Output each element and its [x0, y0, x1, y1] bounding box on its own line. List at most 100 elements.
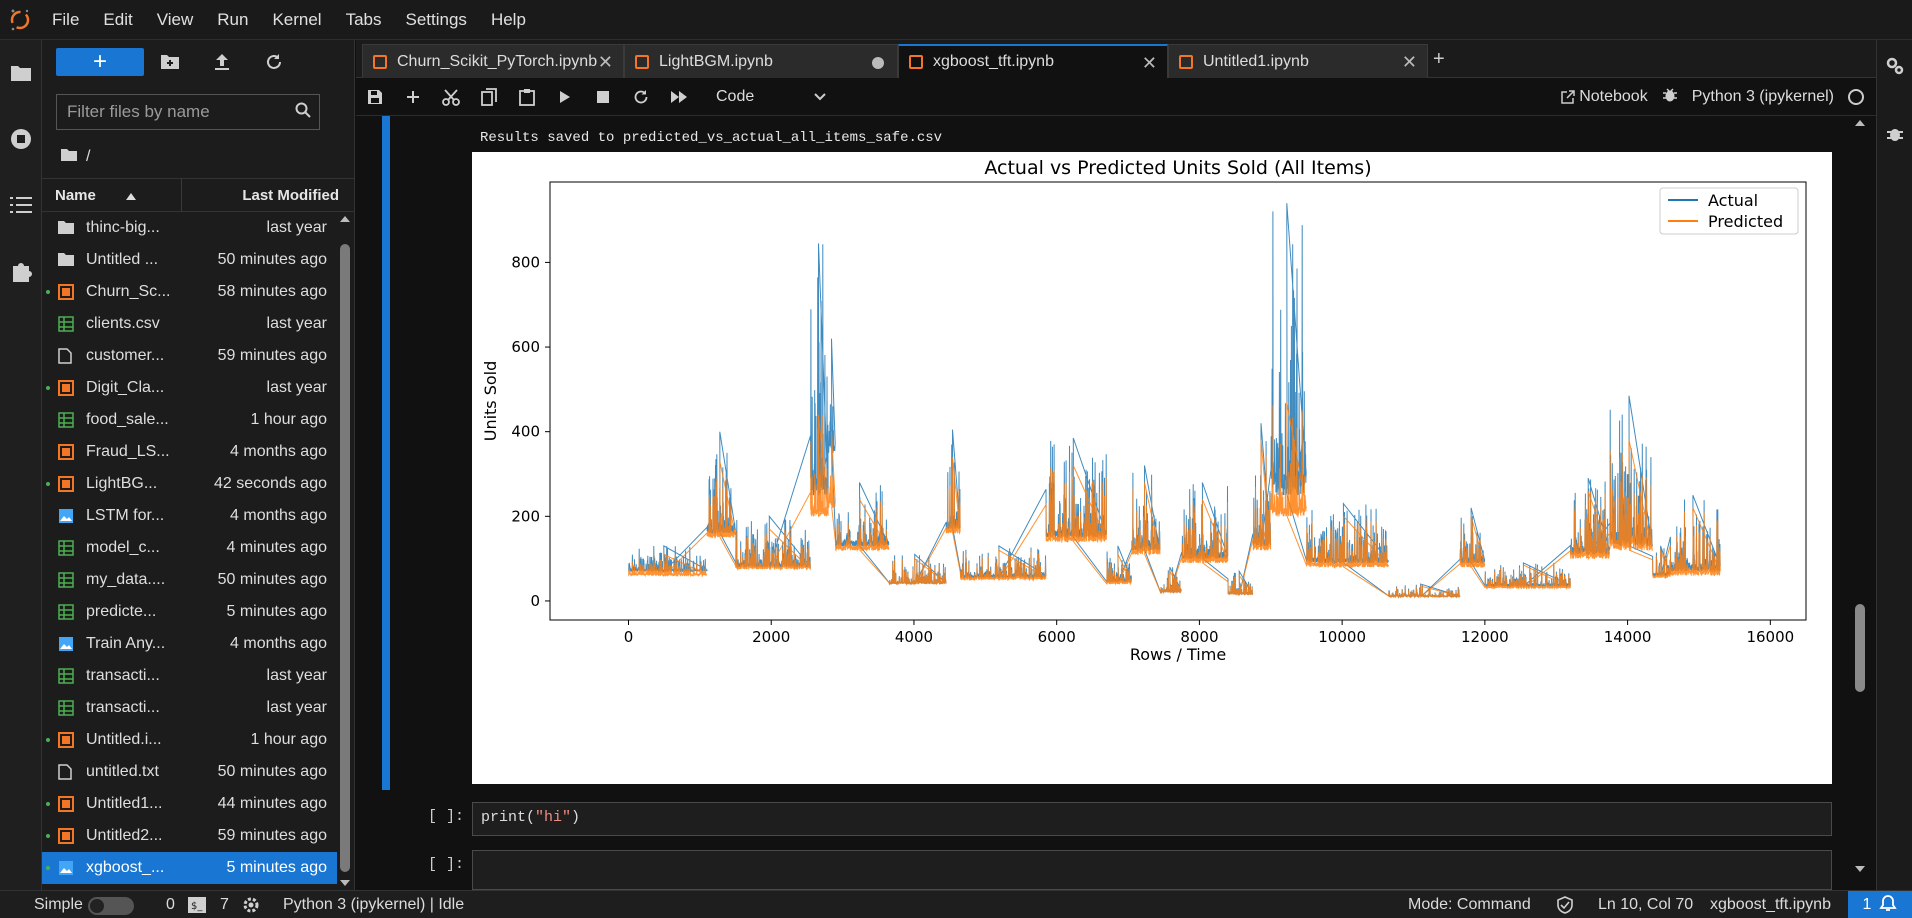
code-cell-input[interactable] — [472, 850, 1832, 890]
file-item[interactable]: LSTM for... 4 months ago — [42, 500, 337, 532]
paste-icon[interactable] — [508, 78, 546, 116]
menu-edit[interactable]: Edit — [91, 0, 144, 40]
code-cell-input[interactable]: print("hi") — [472, 802, 1832, 836]
menu-tabs[interactable]: Tabs — [334, 0, 394, 40]
file-name: thinc-big... — [86, 212, 176, 244]
menu-run[interactable]: Run — [205, 0, 260, 40]
notebook-toolbar: Code Notebook Python 3 (ipykernel) — [356, 78, 1876, 116]
file-modified: last year — [267, 212, 327, 244]
kernel-gear-icon[interactable] — [242, 896, 260, 914]
tab-untitled1[interactable]: Untitled1.ipynb ✕ — [1168, 44, 1428, 78]
cell-type-select[interactable]: Code — [716, 83, 826, 111]
table-of-contents-icon[interactable] — [0, 172, 42, 238]
x-tick-label: 10000 — [1318, 628, 1366, 646]
file-modified: 59 minutes ago — [218, 340, 327, 372]
file-item[interactable]: Train Any... 4 months ago — [42, 628, 337, 660]
chart-title: Actual vs Predicted Units Sold (All Item… — [984, 157, 1371, 179]
restart-icon[interactable] — [622, 78, 660, 116]
file-item[interactable]: Untitled2... 59 minutes ago — [42, 820, 337, 852]
extension-manager-icon[interactable] — [0, 238, 42, 304]
file-item[interactable]: Fraud_LS... 4 months ago — [42, 436, 337, 468]
close-icon[interactable]: ✕ — [1402, 52, 1417, 73]
tab-lightbgm[interactable]: LightBGM.ipynb — [624, 44, 898, 78]
file-filter-input[interactable] — [57, 95, 295, 129]
notebook-scroll-thumb[interactable] — [1855, 604, 1865, 692]
active-cell-indicator[interactable] — [382, 116, 390, 790]
file-item[interactable]: transacti... last year — [42, 660, 337, 692]
file-item[interactable]: LightBG... 42 seconds ago — [42, 468, 337, 500]
file-item[interactable]: transacti... last year — [42, 692, 337, 724]
running-indicator — [46, 834, 50, 838]
file-list-scrollbar[interactable] — [337, 212, 353, 890]
file-item[interactable]: my_data.... 50 minutes ago — [42, 564, 337, 596]
file-item[interactable]: Untitled ... 50 minutes ago — [42, 244, 337, 276]
kernel-name-button[interactable]: Python 3 (ipykernel) — [1692, 88, 1834, 106]
new-launcher-button[interactable]: + — [56, 48, 144, 76]
file-item[interactable]: model_c... 4 minutes ago — [42, 532, 337, 564]
column-header-name[interactable]: Name — [42, 178, 182, 212]
property-inspector-icon[interactable] — [1885, 56, 1905, 81]
menu-settings[interactable]: Settings — [394, 0, 479, 40]
mode-indicator[interactable]: Mode: Command — [1408, 891, 1531, 918]
file-icon — [58, 764, 74, 780]
save-icon[interactable] — [356, 78, 394, 116]
kernel-count[interactable]: 7 — [220, 891, 229, 918]
terminal-count[interactable]: 0 — [166, 891, 175, 918]
y-axis-label: Units Sold — [481, 361, 500, 442]
file-item[interactable]: Untitled1... 44 minutes ago — [42, 788, 337, 820]
kernel-status-text[interactable]: Python 3 (ipykernel) | Idle — [283, 891, 464, 918]
file-list-scroll-thumb[interactable] — [340, 244, 350, 872]
upload-icon[interactable] — [196, 48, 248, 76]
menu-kernel[interactable]: Kernel — [260, 0, 333, 40]
debugger-icon[interactable] — [1662, 87, 1678, 108]
terminal-icon[interactable]: $_ — [188, 897, 206, 913]
stop-icon[interactable] — [584, 78, 622, 116]
simple-mode-toggle[interactable] — [88, 897, 134, 915]
file-item[interactable]: xgboost_... 5 minutes ago — [42, 852, 337, 884]
debugger-panel-icon[interactable] — [1885, 124, 1905, 149]
tab-churn-scikit-pytorch[interactable]: Churn_Scikit_PyTorch.ipynb ✕ — [362, 44, 624, 78]
running-terminals-icon[interactable] — [0, 106, 42, 172]
close-icon[interactable]: ✕ — [598, 52, 613, 73]
breadcrumb: / — [60, 142, 90, 172]
refresh-icon[interactable] — [248, 48, 300, 76]
breadcrumb-root[interactable]: / — [86, 148, 90, 166]
menu-file[interactable]: File — [40, 0, 91, 40]
fast-forward-icon[interactable] — [660, 78, 698, 116]
file-item[interactable]: Churn_Sc... 58 minutes ago — [42, 276, 337, 308]
run-icon[interactable] — [546, 78, 584, 116]
file-item[interactable]: food_sale... 1 hour ago — [42, 404, 337, 436]
file-item[interactable]: predicte... 5 minutes ago — [42, 596, 337, 628]
cell-prompt: [ ]: — [428, 808, 464, 825]
cell-type-value: Code — [716, 88, 754, 106]
notebook-content: Results saved to predicted_vs_actual_all… — [356, 116, 1876, 890]
add-tab-icon[interactable]: + — [1433, 48, 1445, 71]
file-item[interactable]: clients.csv last year — [42, 308, 337, 340]
file-item[interactable]: Untitled.i... 1 hour ago — [42, 724, 337, 756]
file-name: transacti... — [86, 692, 176, 724]
file-item[interactable]: thinc-big... last year — [42, 212, 337, 244]
unsaved-dot-icon[interactable] — [872, 57, 884, 69]
file-list: thinc-big... last year Untitled ... 50 minu… — [42, 212, 337, 890]
file-name: Untitled.i... — [86, 724, 176, 756]
menu-view[interactable]: View — [145, 0, 206, 40]
notifications-button[interactable]: 1 — [1848, 891, 1912, 918]
file-item[interactable]: Digit_Cla... last year — [42, 372, 337, 404]
file-item[interactable]: customer... 59 minutes ago — [42, 340, 337, 372]
cut-icon[interactable] — [432, 78, 470, 116]
tab-xgboost-tft[interactable]: xgboost_tft.ipynb ✕ — [898, 44, 1168, 78]
open-notebook-button[interactable]: Notebook — [1561, 88, 1648, 106]
close-icon[interactable]: ✕ — [1142, 53, 1157, 74]
column-header-modified[interactable]: Last Modified — [182, 187, 355, 204]
folder-icon[interactable] — [0, 40, 42, 106]
new-folder-icon[interactable] — [144, 48, 196, 76]
notebook-scrollbar[interactable] — [1852, 116, 1868, 876]
menu-help[interactable]: Help — [479, 0, 538, 40]
insert-cell-icon[interactable] — [394, 78, 432, 116]
file-item[interactable]: untitled.txt 50 minutes ago — [42, 756, 337, 788]
cursor-position[interactable]: Ln 10, Col 70 — [1598, 891, 1693, 918]
file-modified: 1 hour ago — [250, 724, 327, 756]
trusted-shield-icon[interactable] — [1556, 896, 1574, 914]
copy-icon[interactable] — [470, 78, 508, 116]
home-folder-icon[interactable] — [60, 148, 78, 167]
